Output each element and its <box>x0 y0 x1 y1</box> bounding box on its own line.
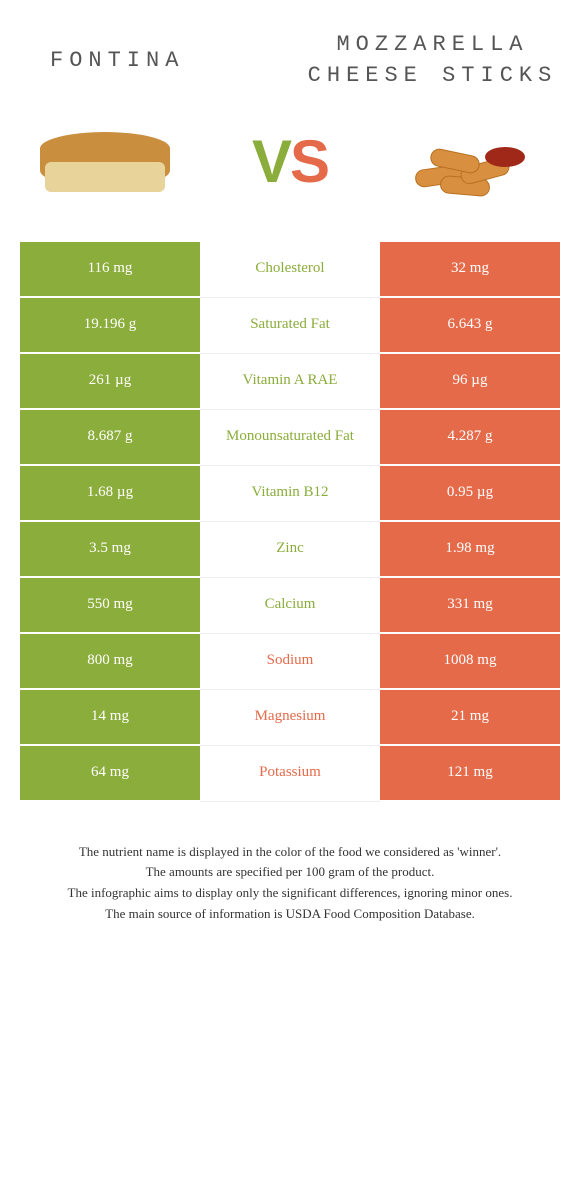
left-value-cell: 19.196 g <box>20 298 200 354</box>
nutrient-label-cell: Saturated Fat <box>200 298 380 354</box>
table-row: 116 mgCholesterol32 mg <box>20 242 560 298</box>
left-value-cell: 8.687 g <box>20 410 200 466</box>
nutrient-label-cell: Zinc <box>200 522 380 578</box>
right-value-cell: 4.287 g <box>380 410 560 466</box>
right-value-cell: 32 mg <box>380 242 560 298</box>
right-value-cell: 6.643 g <box>380 298 560 354</box>
right-value-cell: 121 mg <box>380 746 560 802</box>
left-value-cell: 116 mg <box>20 242 200 298</box>
left-value-cell: 1.68 µg <box>20 466 200 522</box>
nutrient-label-cell: Vitamin B12 <box>200 466 380 522</box>
right-value-cell: 1.98 mg <box>380 522 560 578</box>
table-row: 8.687 gMonounsaturated Fat4.287 g <box>20 410 560 466</box>
nutrient-label-cell: Calcium <box>200 578 380 634</box>
left-value-cell: 64 mg <box>20 746 200 802</box>
left-food-title: Fontina <box>20 48 305 73</box>
right-value-cell: 96 µg <box>380 354 560 410</box>
right-value-cell: 331 mg <box>380 578 560 634</box>
table-row: 550 mgCalcium331 mg <box>20 578 560 634</box>
vs-s: S <box>290 128 328 195</box>
right-value-cell: 0.95 µg <box>380 466 560 522</box>
images-row: VS <box>20 112 560 212</box>
footer-line: The amounts are specified per 100 gram o… <box>30 862 550 883</box>
header: Fontina Mozzarella cheese sticks <box>20 30 560 92</box>
nutrient-label-cell: Potassium <box>200 746 380 802</box>
table-row: 3.5 mgZinc1.98 mg <box>20 522 560 578</box>
left-value-cell: 550 mg <box>20 578 200 634</box>
right-value-cell: 1008 mg <box>380 634 560 690</box>
cheese-wheel-icon <box>40 122 170 202</box>
vs-label: VS <box>252 127 328 196</box>
left-value-cell: 800 mg <box>20 634 200 690</box>
table-row: 1.68 µgVitamin B120.95 µg <box>20 466 560 522</box>
table-row: 261 µgVitamin A RAE96 µg <box>20 354 560 410</box>
vs-v: V <box>252 128 290 195</box>
footer-line: The nutrient name is displayed in the co… <box>30 842 550 863</box>
right-food-title: Mozzarella cheese sticks <box>305 30 560 92</box>
left-food-image <box>30 112 180 212</box>
left-value-cell: 3.5 mg <box>20 522 200 578</box>
table-row: 14 mgMagnesium21 mg <box>20 690 560 746</box>
nutrient-label-cell: Cholesterol <box>200 242 380 298</box>
left-value-cell: 261 µg <box>20 354 200 410</box>
left-value-cell: 14 mg <box>20 690 200 746</box>
nutrient-label-cell: Sodium <box>200 634 380 690</box>
footer-line: The infographic aims to display only the… <box>30 883 550 904</box>
nutrient-label-cell: Monounsaturated Fat <box>200 410 380 466</box>
footer-notes: The nutrient name is displayed in the co… <box>20 842 560 925</box>
nutrient-label-cell: Vitamin A RAE <box>200 354 380 410</box>
footer-line: The main source of information is USDA F… <box>30 904 550 925</box>
nutrient-table: 116 mgCholesterol32 mg19.196 gSaturated … <box>20 242 560 802</box>
right-food-image <box>400 112 550 212</box>
cheese-sticks-icon <box>405 122 545 202</box>
table-row: 19.196 gSaturated Fat6.643 g <box>20 298 560 354</box>
right-value-cell: 21 mg <box>380 690 560 746</box>
nutrient-label-cell: Magnesium <box>200 690 380 746</box>
table-row: 64 mgPotassium121 mg <box>20 746 560 802</box>
table-row: 800 mgSodium1008 mg <box>20 634 560 690</box>
